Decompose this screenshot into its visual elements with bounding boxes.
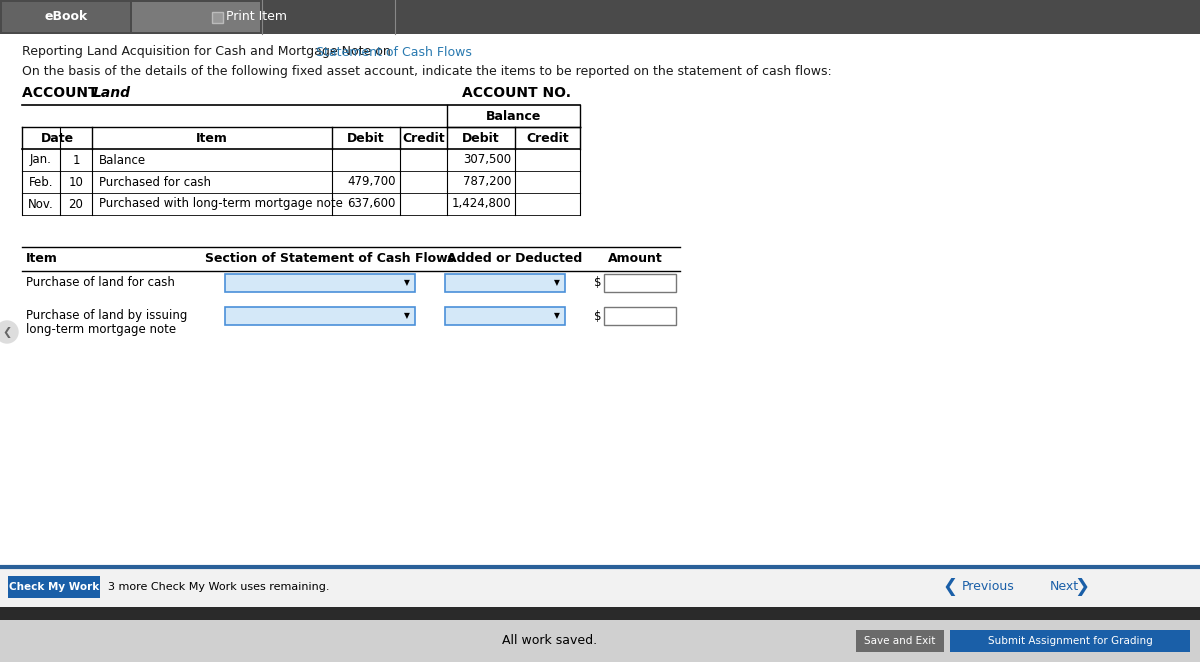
Text: Purchase of land by issuing: Purchase of land by issuing (26, 310, 187, 322)
FancyBboxPatch shape (8, 576, 100, 598)
Text: Debit: Debit (462, 132, 500, 144)
FancyBboxPatch shape (445, 274, 565, 292)
Text: All work saved.: All work saved. (503, 634, 598, 647)
FancyBboxPatch shape (226, 307, 415, 325)
Text: Amount: Amount (607, 252, 662, 265)
Text: ▼: ▼ (404, 312, 410, 320)
FancyBboxPatch shape (0, 0, 1200, 34)
Circle shape (0, 321, 18, 343)
Text: On the basis of the details of the following fixed asset account, indicate the i: On the basis of the details of the follo… (22, 66, 832, 79)
Text: Balance: Balance (486, 109, 541, 122)
Text: 637,600: 637,600 (348, 197, 396, 211)
Text: Next: Next (1050, 581, 1079, 594)
Text: ❯: ❯ (1074, 578, 1090, 596)
Text: ACCOUNT NO.: ACCOUNT NO. (462, 86, 571, 100)
Text: Item: Item (196, 132, 228, 144)
FancyBboxPatch shape (226, 274, 415, 292)
Text: Nov.: Nov. (28, 197, 54, 211)
Text: Purchased with long-term mortgage note: Purchased with long-term mortgage note (98, 197, 343, 211)
Text: Purchase of land for cash: Purchase of land for cash (26, 277, 175, 289)
Text: 787,200: 787,200 (463, 175, 511, 189)
Text: Item: Item (26, 252, 58, 265)
Text: Check My Work: Check My Work (8, 582, 100, 592)
Text: 3 more Check My Work uses remaining.: 3 more Check My Work uses remaining. (108, 582, 330, 592)
FancyBboxPatch shape (132, 2, 260, 32)
FancyBboxPatch shape (604, 307, 676, 325)
Text: Added or Deducted: Added or Deducted (448, 252, 583, 265)
Text: Jan.: Jan. (30, 154, 52, 167)
Text: Debit: Debit (347, 132, 385, 144)
Text: $: $ (594, 277, 601, 289)
FancyBboxPatch shape (445, 307, 565, 325)
Text: ▼: ▼ (554, 279, 560, 287)
Text: ❮: ❮ (2, 326, 12, 338)
Text: ▼: ▼ (404, 279, 410, 287)
FancyBboxPatch shape (2, 2, 130, 32)
Text: ❮: ❮ (942, 578, 958, 596)
FancyBboxPatch shape (0, 34, 1200, 567)
Text: Statement of Cash Flows: Statement of Cash Flows (316, 46, 472, 58)
Text: Submit Assignment for Grading: Submit Assignment for Grading (988, 636, 1152, 646)
Text: $: $ (594, 310, 601, 322)
Text: long-term mortgage note: long-term mortgage note (26, 324, 176, 336)
Text: 1: 1 (72, 154, 79, 167)
Text: Credit: Credit (402, 132, 445, 144)
Text: Save and Exit: Save and Exit (864, 636, 936, 646)
FancyBboxPatch shape (0, 620, 1200, 662)
Text: Land: Land (94, 86, 131, 100)
Text: 479,700: 479,700 (348, 175, 396, 189)
Text: Balance: Balance (98, 154, 146, 167)
FancyBboxPatch shape (0, 567, 1200, 607)
Text: Print Item: Print Item (226, 11, 287, 23)
Text: 10: 10 (68, 175, 84, 189)
Text: eBook: eBook (44, 11, 88, 23)
Text: Date: Date (41, 132, 73, 144)
FancyBboxPatch shape (604, 274, 676, 292)
FancyBboxPatch shape (856, 630, 944, 652)
Text: Section of Statement of Cash Flows: Section of Statement of Cash Flows (205, 252, 455, 265)
Text: Reporting Land Acquisition for Cash and Mortgage Note on: Reporting Land Acquisition for Cash and … (22, 46, 395, 58)
Text: 1,424,800: 1,424,800 (451, 197, 511, 211)
Text: 307,500: 307,500 (463, 154, 511, 167)
Text: ▼: ▼ (554, 312, 560, 320)
Text: Feb.: Feb. (29, 175, 53, 189)
Text: Previous: Previous (962, 581, 1015, 594)
FancyBboxPatch shape (212, 12, 223, 23)
FancyBboxPatch shape (950, 630, 1190, 652)
Text: 20: 20 (68, 197, 84, 211)
Text: Credit: Credit (526, 132, 569, 144)
Text: Purchased for cash: Purchased for cash (98, 175, 211, 189)
FancyBboxPatch shape (0, 607, 1200, 620)
Text: ACCOUNT: ACCOUNT (22, 86, 102, 100)
